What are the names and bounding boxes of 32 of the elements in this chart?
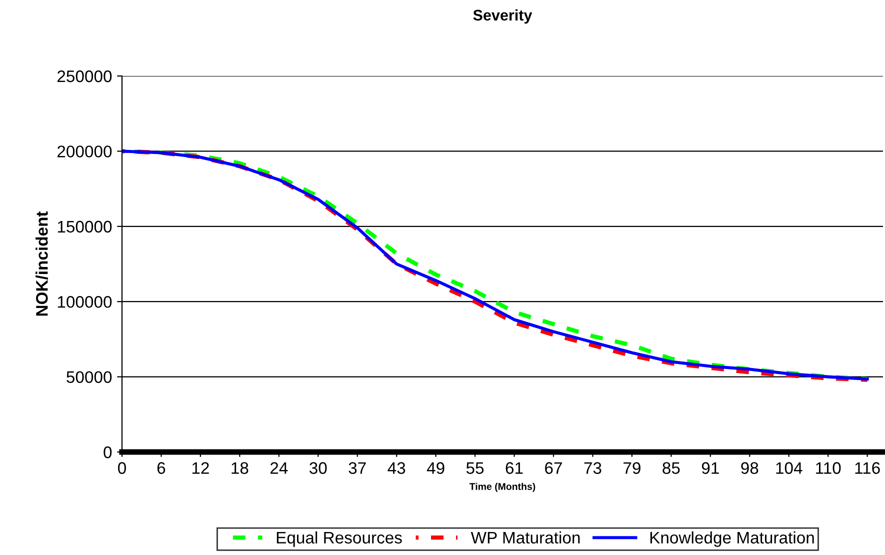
x-tick-label: 116: [855, 462, 880, 474]
legend-label: Equal Resources: [276, 531, 402, 547]
y-axis-title: NOK/incident: [36, 211, 48, 316]
x-tick-label: 43: [388, 462, 406, 474]
legend-label: Knowledge Maturation: [650, 531, 814, 547]
x-tick-label: 79: [624, 462, 640, 474]
x-tick-label: 37: [348, 462, 366, 474]
x-tick-label: 24: [270, 462, 288, 474]
x-tick-label: 18: [232, 462, 248, 474]
x-tick-label: 98: [741, 462, 758, 474]
x-tick-label: 49: [426, 462, 444, 474]
x-tick-label: 12: [192, 462, 209, 474]
x-tick-label: 55: [466, 462, 484, 474]
y-tick-label: 0: [104, 446, 112, 458]
chart-title: Severity: [473, 9, 532, 24]
x-tick-label: 61: [506, 462, 523, 474]
y-tick-label: 250000: [58, 70, 112, 82]
y-tick-label: 100000: [58, 296, 112, 308]
x-tick-label: 67: [545, 462, 562, 474]
x-tick-label: 6: [157, 462, 166, 474]
legend-label: WP Maturation: [470, 531, 580, 544]
x-tick-label: 73: [584, 462, 602, 474]
y-tick-label: 150000: [58, 220, 112, 233]
x-tick-label: 0: [118, 462, 126, 474]
y-tick-label: 50000: [66, 371, 112, 384]
x-tick-label: 30: [310, 462, 327, 474]
x-tick-label: 104: [776, 462, 802, 474]
x-tick-label: 85: [662, 462, 680, 474]
x-axis-title: Time (Months): [469, 482, 536, 492]
y-tick-label: 200000: [58, 146, 112, 158]
x-tick-label: 110: [816, 462, 841, 474]
x-tick-label: 91: [702, 462, 719, 474]
